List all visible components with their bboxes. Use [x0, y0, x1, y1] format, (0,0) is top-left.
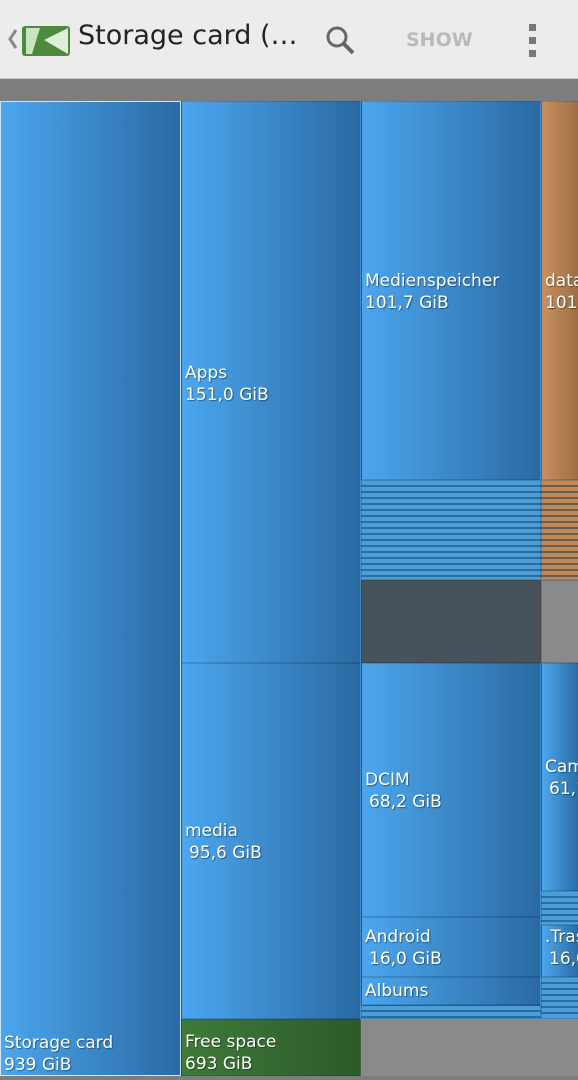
app-bar: Storage card (… SHOW	[0, 0, 578, 79]
show-button[interactable]: SHOW	[406, 29, 473, 51]
empty-area	[361, 1019, 578, 1076]
block-size: 68,2 GiB	[369, 792, 442, 812]
block[interactable]: Medienspeicher 101,7 GiB	[361, 101, 541, 480]
block-size: 16,0	[549, 949, 578, 969]
other-block	[541, 580, 578, 663]
back-app-icon[interactable]	[4, 18, 74, 60]
title: Storage card (…	[78, 20, 298, 51]
other-block	[361, 580, 541, 663]
block-size: 101,7 GiB	[365, 293, 449, 313]
block-size: 16,0 GiB	[369, 949, 442, 969]
small-blocks	[361, 1005, 541, 1019]
block[interactable]: Android 16,0 GiB	[361, 917, 541, 977]
search-button[interactable]	[324, 24, 356, 56]
small-blocks	[361, 480, 541, 580]
block-label: .Tras	[545, 927, 578, 947]
block[interactable]: data101,	[541, 101, 578, 480]
block-label: Storage card	[4, 1033, 114, 1053]
block-label: Android	[365, 927, 431, 947]
block-size: 95,6 GiB	[189, 843, 262, 863]
block-size: 939 GiB	[4, 1055, 72, 1075]
block-label: Medienspeicher	[365, 271, 500, 291]
small-blocks	[541, 891, 578, 925]
block-label: DCIM	[365, 770, 410, 790]
block-size: 61,1	[549, 779, 578, 799]
block-label: data	[545, 271, 578, 291]
block-size: 151,0 GiB	[185, 385, 269, 405]
block-label: Apps	[185, 363, 228, 383]
block[interactable]: media 95,6 GiB	[181, 663, 361, 1019]
block-size: 693 GiB	[185, 1054, 253, 1074]
block[interactable]: DCIM 68,2 GiB	[361, 663, 541, 917]
block[interactable]: Albums	[361, 977, 541, 1005]
block[interactable]: Cam61,1	[541, 663, 578, 891]
block[interactable]: Free space 693 GiB	[181, 1019, 361, 1076]
small-blocks	[541, 480, 578, 580]
block[interactable]: Apps 151,0 GiB	[181, 101, 361, 663]
block-label: media	[185, 821, 238, 841]
block[interactable]: .Tras16,0	[541, 925, 578, 977]
block-label: Free space	[185, 1032, 277, 1052]
block-size: 101,	[545, 293, 578, 313]
small-blocks	[541, 977, 578, 1019]
block-label: Albums	[365, 981, 429, 1001]
block-label: Cam	[545, 757, 578, 777]
menu-button[interactable]	[526, 22, 540, 58]
block[interactable]: Storage card 939 GiB	[0, 101, 181, 1076]
